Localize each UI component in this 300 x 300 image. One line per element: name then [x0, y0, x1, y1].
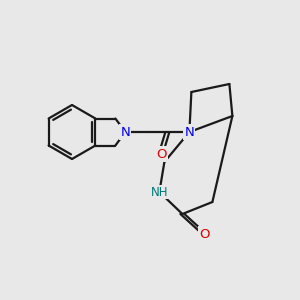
Text: O: O	[156, 148, 166, 160]
Text: O: O	[199, 227, 210, 241]
Text: NH: NH	[151, 185, 168, 199]
Text: N: N	[184, 125, 194, 139]
Text: N: N	[121, 125, 130, 139]
Text: N: N	[184, 125, 194, 139]
